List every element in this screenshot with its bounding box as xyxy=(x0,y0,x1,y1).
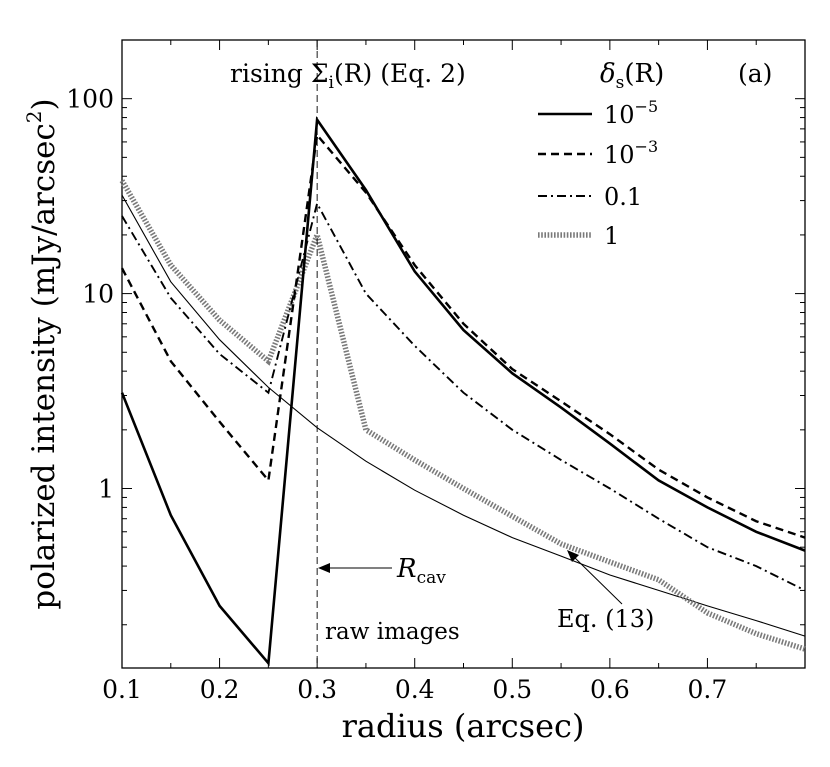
legend-label-1-exp: −5 xyxy=(635,97,659,116)
x-tick-label: 0.1 xyxy=(102,675,142,704)
legend-title: δs(R) xyxy=(600,59,664,93)
legend-label-2-base: 10 xyxy=(604,141,635,169)
legend-label-2-exp: −3 xyxy=(635,137,659,156)
x-axis-label: radius (arcsec) xyxy=(342,707,585,745)
rcav-label-main: R xyxy=(396,554,417,584)
series-line-solid xyxy=(120,116,806,667)
legend-title-main: δ xyxy=(600,59,616,89)
rcav-label: Rcav xyxy=(396,554,446,588)
eq13-arrow-head xyxy=(567,550,579,562)
x-tick-label: 0.6 xyxy=(590,675,630,704)
rcav-arrow-head xyxy=(318,563,330,573)
eq13-arrow-shaft xyxy=(572,555,623,605)
eq13-label: Eq. (13) xyxy=(557,605,654,633)
series-line-dashdot xyxy=(121,200,806,592)
series-line-thin xyxy=(121,194,806,637)
legend-label-1: 10−5 xyxy=(604,97,658,129)
legend-label-4: 1 xyxy=(604,222,619,250)
legend-title-arg: (R) xyxy=(624,59,664,89)
legend-label-1-base: 10 xyxy=(604,101,635,129)
axis-ticks: 0.1 0.2 0.3 0.4 0.5 0.6 0.7 1 10 100 xyxy=(66,39,805,704)
x-tick-label: 0.4 xyxy=(395,675,435,704)
rising-annotation-post: (R) (Eq. 2) xyxy=(334,59,466,88)
series-line-dotted xyxy=(119,179,806,652)
x-tick-label: 0.3 xyxy=(297,675,337,704)
x-tick-label: 0.7 xyxy=(688,675,728,704)
x-tick-label: 0.2 xyxy=(200,675,240,704)
rising-annotation-pre: rising Σ xyxy=(230,59,329,88)
rcav-label-sub: cav xyxy=(417,568,447,588)
rising-annotation-sub: i xyxy=(329,73,335,93)
y-tick-label: 1 xyxy=(98,475,114,504)
y-tick-label: 10 xyxy=(82,280,114,309)
y-axis-label: polarized intensity (mJy/arcsec2) xyxy=(22,98,62,609)
raw-images-label: raw images xyxy=(325,619,460,645)
series-lines xyxy=(119,116,806,667)
series-line-dashed xyxy=(120,132,806,539)
legend-title-sub: s xyxy=(616,73,625,93)
y-tick-label: 100 xyxy=(66,85,114,114)
y-axis-label-main: polarized intensity (mJy/arcsec xyxy=(26,123,62,609)
legend-label-2: 10−3 xyxy=(604,137,658,169)
y-axis-label-close: ) xyxy=(26,98,62,110)
legend: 10−5 10−3 0.1 1 xyxy=(538,97,658,250)
rising-annotation: rising Σi(R) (Eq. 2) xyxy=(230,59,466,93)
x-tick-label: 0.5 xyxy=(492,675,532,704)
y-axis-label-exp: 2 xyxy=(22,110,46,123)
legend-label-3: 0.1 xyxy=(604,183,642,211)
plot-frame xyxy=(121,39,806,669)
panel-label: (a) xyxy=(738,59,772,88)
